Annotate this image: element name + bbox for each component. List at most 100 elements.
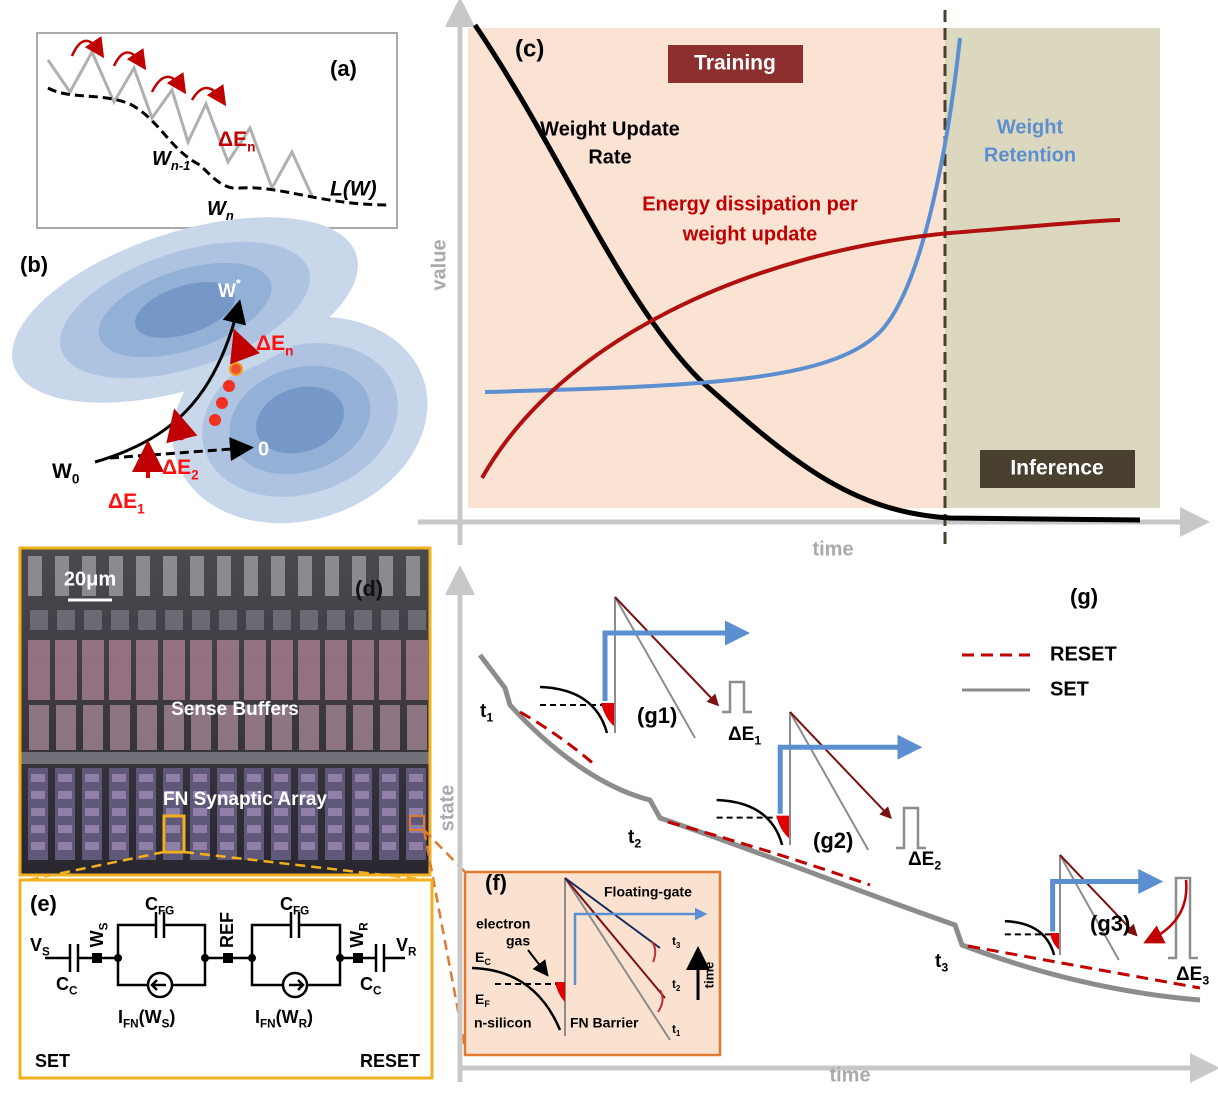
panel-a: (a) ΔEn Wn-1 Wn L(W) xyxy=(37,33,397,228)
subscript: 3 xyxy=(941,961,948,975)
chip-texture-rect xyxy=(83,705,103,750)
chip-texture-rect xyxy=(328,842,342,850)
chip-texture-rect xyxy=(326,705,346,750)
label-text: C xyxy=(145,894,158,914)
band-inset-path xyxy=(1150,880,1186,940)
chip-texture-rect xyxy=(112,842,126,850)
panel-label: (a) xyxy=(330,56,357,81)
chip-texture-rect xyxy=(327,610,345,630)
label-text: ) xyxy=(307,1007,313,1027)
label-text: W xyxy=(347,931,367,948)
delta-e-label: ΔE1 xyxy=(728,724,761,748)
chip-texture-rect xyxy=(328,825,342,833)
chip-texture-rect xyxy=(298,640,320,700)
inset-label: (g1) xyxy=(637,703,677,728)
reset-label: RESET xyxy=(360,1051,420,1071)
band-inset-path xyxy=(1168,878,1198,958)
band-inset-path xyxy=(780,747,907,814)
chip-texture-rect xyxy=(382,774,396,782)
chip-texture-rect xyxy=(353,705,373,750)
chip-texture-rect xyxy=(382,791,396,799)
subscript: FN xyxy=(123,1017,139,1030)
band-inset-path xyxy=(540,687,607,733)
chip-texture-rect xyxy=(55,640,77,700)
panel-b-circle xyxy=(209,414,221,426)
time-label: t3 xyxy=(935,951,948,975)
page: { "a": {"label": "(a)", "delta_e": ["ΔE"… xyxy=(0,0,1218,1094)
chip-texture-rect xyxy=(190,556,204,596)
panel-label: (g) xyxy=(1070,584,1098,609)
chip-texture-rect xyxy=(300,610,318,630)
chip-texture-rect xyxy=(31,825,45,833)
band-label: electron xyxy=(476,916,530,932)
panel-e-circle xyxy=(201,954,209,962)
band-label: n-silicon xyxy=(474,1015,532,1031)
curve-label: weight update xyxy=(682,223,817,245)
chip-texture-rect xyxy=(301,774,315,782)
label-text: ) xyxy=(169,1007,175,1027)
chip-texture-rect xyxy=(193,842,207,850)
subscript: 2 xyxy=(191,467,199,482)
chip-texture-rect xyxy=(163,556,177,596)
chip-texture-rect xyxy=(58,842,72,850)
chip-texture-rect xyxy=(112,808,126,816)
label-text: C xyxy=(280,894,293,914)
subscript: 1 xyxy=(754,734,761,748)
inset-label: (g2) xyxy=(813,828,853,853)
chip-texture-rect xyxy=(136,640,158,700)
chip-texture-rect xyxy=(298,556,312,596)
subscript: FG xyxy=(158,904,174,917)
chip-texture-rect xyxy=(246,610,264,630)
chip-texture-rect xyxy=(352,640,374,700)
chip-texture-rect xyxy=(137,705,157,750)
label-text: ΔE xyxy=(108,490,137,513)
chip-texture-rect xyxy=(29,705,49,750)
chip-texture-rect xyxy=(139,791,153,799)
chip-texture-rect xyxy=(57,610,75,630)
label-text: V xyxy=(30,935,42,955)
chip-texture-rect xyxy=(328,774,342,782)
chip-texture-rect xyxy=(274,774,288,782)
chip-texture-rect xyxy=(379,640,401,700)
chip-texture-rect xyxy=(139,808,153,816)
chip-texture-rect xyxy=(355,774,369,782)
chip-texture-rect xyxy=(220,774,234,782)
label-text: C xyxy=(56,974,69,994)
chip-texture-rect xyxy=(409,774,423,782)
chip-texture-rect xyxy=(58,808,72,816)
panel-f: (f) Floating-gate electron gas EC EF n-s… xyxy=(465,870,720,1055)
chip-texture-rect xyxy=(190,640,212,700)
scale-label: 20μm xyxy=(64,568,116,590)
band-inset-path xyxy=(722,682,752,712)
figure: (a) ΔEn Wn-1 Wn L(W) (b) W* ΔEn ΔE2 ΔE1 … xyxy=(0,0,1218,1094)
label-text: ΔE xyxy=(1176,964,1202,985)
legend-label: RESET xyxy=(1050,643,1117,665)
chip-texture-rect xyxy=(28,556,42,596)
chip-texture-rect xyxy=(193,774,207,782)
chip-texture-rect xyxy=(28,640,50,700)
chip-texture-rect xyxy=(409,842,423,850)
chip-texture-rect xyxy=(247,774,261,782)
chip-texture-rect xyxy=(217,640,239,700)
chip-texture-rect xyxy=(328,791,342,799)
label-text: ΔE xyxy=(256,332,285,355)
chip-texture-rect xyxy=(58,774,72,782)
subscript: 2 xyxy=(634,837,641,851)
chip-texture-rect xyxy=(355,808,369,816)
time-label: t1 xyxy=(480,701,493,725)
chip-texture-rect xyxy=(271,640,293,700)
panel-e-circle xyxy=(248,954,256,962)
panel-label: (e) xyxy=(30,891,57,916)
label-text: W xyxy=(218,281,236,302)
superscript: * xyxy=(236,277,241,291)
chip-texture-rect xyxy=(325,556,339,596)
chip-texture-rect xyxy=(136,556,150,596)
chip-texture-rect xyxy=(139,842,153,850)
panel-c-rect xyxy=(468,28,945,508)
subscript: 3 xyxy=(676,941,681,950)
origin-label: 0 xyxy=(258,438,269,460)
label-text: W xyxy=(87,930,107,947)
chip-texture-rect xyxy=(299,705,319,750)
chip-texture-rect xyxy=(85,825,99,833)
panel-e-circle xyxy=(114,954,122,962)
